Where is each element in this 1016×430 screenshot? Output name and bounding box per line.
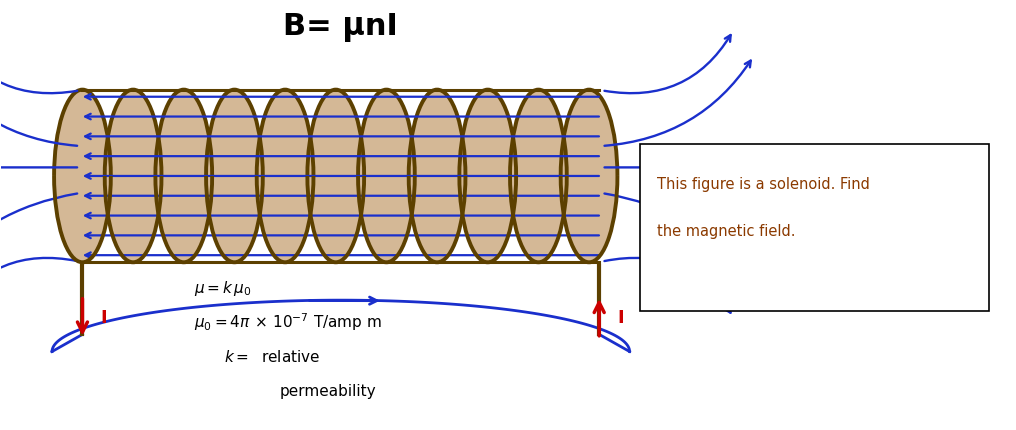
- FancyArrowPatch shape: [0, 36, 77, 94]
- Ellipse shape: [206, 90, 263, 263]
- Ellipse shape: [308, 90, 364, 263]
- FancyArrowPatch shape: [0, 258, 77, 313]
- Ellipse shape: [561, 90, 618, 263]
- Text: the magnetic field.: the magnetic field.: [657, 224, 796, 239]
- Ellipse shape: [459, 90, 516, 263]
- FancyBboxPatch shape: [640, 144, 990, 311]
- FancyArrowPatch shape: [605, 61, 751, 147]
- FancyArrowPatch shape: [0, 61, 77, 147]
- Text: I: I: [618, 309, 624, 326]
- Ellipse shape: [257, 90, 314, 263]
- Text: $\mu_0= 4\pi\,\times\, 10^{-7}$ T/amp m: $\mu_0= 4\pi\,\times\, 10^{-7}$ T/amp m: [194, 311, 382, 333]
- Text: $k = $  relative: $k = $ relative: [225, 348, 321, 364]
- Ellipse shape: [408, 90, 465, 263]
- Ellipse shape: [155, 90, 212, 263]
- FancyArrowPatch shape: [605, 258, 731, 313]
- FancyArrowPatch shape: [0, 165, 77, 171]
- FancyArrowPatch shape: [605, 36, 731, 94]
- Text: $\mu = k\,\mu_0$: $\mu = k\,\mu_0$: [194, 278, 252, 297]
- Text: B= μnI: B= μnI: [283, 12, 398, 41]
- FancyArrowPatch shape: [605, 194, 751, 279]
- Text: permeability: permeability: [280, 383, 377, 398]
- Ellipse shape: [105, 90, 162, 263]
- Text: This figure is a solenoid. Find: This figure is a solenoid. Find: [657, 177, 870, 191]
- FancyArrowPatch shape: [0, 194, 77, 279]
- Ellipse shape: [510, 90, 567, 263]
- Text: I: I: [101, 309, 108, 326]
- Ellipse shape: [358, 90, 415, 263]
- Ellipse shape: [54, 90, 111, 263]
- FancyArrowPatch shape: [605, 165, 758, 171]
